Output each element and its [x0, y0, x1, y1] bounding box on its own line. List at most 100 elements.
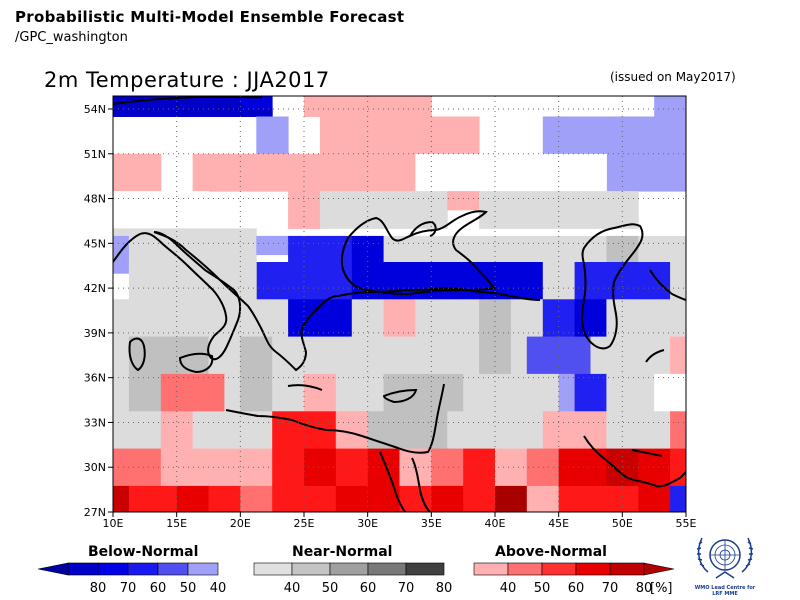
probability-cell	[113, 448, 162, 487]
legend-near-bar	[253, 562, 445, 576]
legend-value: 60	[360, 581, 377, 596]
legend-value: 60	[568, 581, 585, 596]
coastline-crete	[287, 384, 323, 391]
lat-label: 48N	[84, 193, 106, 206]
lat-label: 36N	[84, 372, 106, 385]
probability-cell	[654, 96, 686, 110]
probability-cell	[447, 411, 544, 450]
probability-cell	[288, 262, 353, 300]
lat-label: 30N	[84, 461, 106, 474]
probability-cell	[431, 485, 464, 512]
legend-swatch	[329, 562, 369, 576]
probability-cell	[542, 116, 686, 155]
probability-cell	[542, 411, 607, 450]
probability-cell	[479, 336, 512, 375]
legend-swatch	[67, 562, 99, 576]
probability-cell	[479, 299, 512, 338]
lon-label: 20E	[230, 517, 251, 530]
probability-cell	[638, 235, 686, 263]
probability-cell	[654, 109, 686, 117]
lon-label: 55E	[676, 517, 697, 530]
legend-value: 50	[322, 581, 339, 596]
probability-cell	[256, 116, 289, 155]
legend-value: 80	[90, 581, 107, 596]
legend-swatch	[127, 562, 159, 576]
probability-cell	[670, 336, 686, 375]
axis-labels: 10E 15E 20E 25E 30E 35E 40E 45E 50E 55E 54N 51N 48N 4…	[84, 103, 697, 530]
probability-cell	[495, 485, 528, 512]
probability-cell	[510, 299, 544, 338]
lat-label: 39N	[84, 327, 106, 340]
forecast-source: /GPC_washington	[15, 30, 128, 45]
coastline-balkans	[153, 231, 339, 372]
probability-cell	[590, 336, 671, 375]
probability-cell	[670, 485, 686, 512]
probability-cell	[256, 235, 289, 256]
wmo-logo-line1: WMO Lead Centre for	[694, 585, 756, 591]
legend-above-title: Above-Normal	[495, 544, 607, 560]
coastlines	[113, 96, 686, 512]
legend-value: 60	[150, 581, 167, 596]
probability-cell	[574, 299, 607, 338]
probability-cell	[304, 448, 337, 487]
legend-below-title: Below-Normal	[88, 544, 198, 560]
lat-label: 27N	[84, 506, 106, 519]
gridlines	[113, 96, 686, 512]
probability-cell	[670, 262, 686, 300]
probability-cell	[304, 373, 337, 412]
legend-value: 80	[436, 581, 453, 596]
probability-cell	[240, 96, 273, 110]
probability-cell	[272, 373, 305, 412]
coastline-levant	[225, 383, 445, 454]
coastline-persian-gulf	[583, 435, 686, 488]
legend-swatch	[253, 562, 293, 576]
legend-value: 40	[284, 581, 301, 596]
probability-cell	[304, 96, 432, 110]
legend-swatch	[405, 562, 445, 576]
legend-arrow	[37, 562, 69, 576]
probability-cell	[272, 485, 337, 512]
coastline-sicily	[178, 352, 214, 374]
probability-cell	[208, 485, 241, 512]
lon-label: 45E	[548, 517, 569, 530]
probability-cell	[319, 116, 480, 155]
legend-value: 70	[398, 581, 415, 596]
probability-cell	[638, 485, 671, 512]
probability-cell	[240, 485, 273, 512]
legend-arrow	[643, 562, 675, 576]
legend-value: 40	[500, 581, 517, 596]
probability-cell	[670, 411, 686, 450]
legend-swatch	[473, 562, 509, 576]
probability-cell	[113, 191, 209, 229]
lon-label: 10E	[103, 517, 124, 530]
probability-cell	[606, 299, 686, 338]
probability-cell	[208, 336, 241, 375]
legend-swatch	[575, 562, 611, 576]
coastline-caspian	[581, 223, 644, 350]
probability-cell	[351, 299, 385, 338]
lon-label: 30E	[357, 517, 378, 530]
probability-cell	[160, 373, 225, 412]
probability-cell	[240, 373, 273, 412]
legend-swatch	[507, 562, 543, 576]
probability-cell	[256, 262, 289, 300]
wmo-logo-line2: LRF MME	[712, 591, 738, 597]
probability-cell	[558, 485, 591, 512]
probability-cell	[463, 373, 560, 412]
probability-cell	[113, 299, 289, 338]
legend-value: 70	[602, 581, 619, 596]
probability-cell	[113, 228, 257, 237]
legend-swatch	[291, 562, 331, 576]
probability-cell	[526, 485, 560, 512]
probability-cell	[606, 153, 686, 192]
probability-cell	[113, 373, 130, 412]
probability-cell	[113, 235, 130, 274]
probability-cell	[526, 448, 560, 487]
legend-swatch	[97, 562, 129, 576]
probability-cell	[113, 485, 130, 512]
probability-cell	[606, 235, 639, 263]
probability-cell	[335, 485, 400, 512]
legend-value: 40	[210, 581, 227, 596]
lat-label: 42N	[84, 282, 106, 295]
